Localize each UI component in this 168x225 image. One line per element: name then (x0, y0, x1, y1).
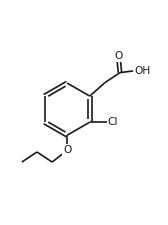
Text: O: O (63, 145, 71, 155)
Text: Cl: Cl (107, 117, 118, 127)
Text: O: O (114, 51, 122, 61)
Text: OH: OH (134, 66, 151, 76)
